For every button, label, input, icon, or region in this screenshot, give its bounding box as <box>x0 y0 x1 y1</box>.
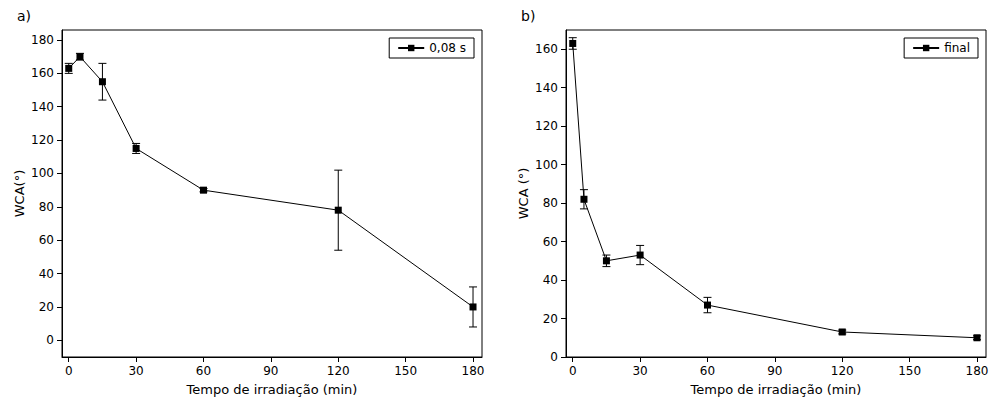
svg-text:60: 60 <box>196 364 211 378</box>
svg-text:180: 180 <box>966 364 989 378</box>
svg-text:40: 40 <box>39 267 54 281</box>
svg-text:0: 0 <box>65 364 73 378</box>
svg-text:120: 120 <box>535 119 558 133</box>
svg-text:120: 120 <box>327 364 350 378</box>
svg-text:0: 0 <box>550 350 558 364</box>
svg-text:Tempo de irradiação (min): Tempo de irradiação (min) <box>186 382 358 397</box>
svg-text:60: 60 <box>700 364 715 378</box>
svg-text:a): a) <box>17 8 31 24</box>
svg-text:140: 140 <box>535 81 558 95</box>
svg-text:80: 80 <box>543 196 558 210</box>
svg-text:90: 90 <box>767 364 782 378</box>
svg-text:final: final <box>944 41 970 55</box>
svg-text:0: 0 <box>46 333 54 347</box>
svg-text:30: 30 <box>632 364 647 378</box>
svg-text:90: 90 <box>263 364 278 378</box>
svg-text:120: 120 <box>831 364 854 378</box>
svg-text:160: 160 <box>31 66 54 80</box>
svg-text:180: 180 <box>31 33 54 47</box>
svg-text:60: 60 <box>39 233 54 247</box>
svg-text:0,08 s: 0,08 s <box>429 41 466 55</box>
svg-text:100: 100 <box>535 158 558 172</box>
svg-text:150: 150 <box>394 364 417 378</box>
svg-text:30: 30 <box>128 364 143 378</box>
svg-text:40: 40 <box>543 273 558 287</box>
svg-text:20: 20 <box>39 300 54 314</box>
svg-text:Tempo de irradiação (min): Tempo de irradiação (min) <box>690 382 862 397</box>
svg-text:140: 140 <box>31 100 54 114</box>
svg-text:180: 180 <box>462 364 485 378</box>
svg-text:b): b) <box>521 8 535 24</box>
svg-text:120: 120 <box>31 133 54 147</box>
svg-text:WCA (°): WCA (°) <box>516 168 531 220</box>
svg-text:80: 80 <box>39 200 54 214</box>
svg-text:0: 0 <box>569 364 577 378</box>
svg-text:150: 150 <box>898 364 921 378</box>
svg-text:60: 60 <box>543 235 558 249</box>
svg-text:20: 20 <box>543 312 558 326</box>
svg-text:WCA(°): WCA(°) <box>12 170 27 217</box>
svg-text:100: 100 <box>31 166 54 180</box>
svg-text:160: 160 <box>535 42 558 56</box>
